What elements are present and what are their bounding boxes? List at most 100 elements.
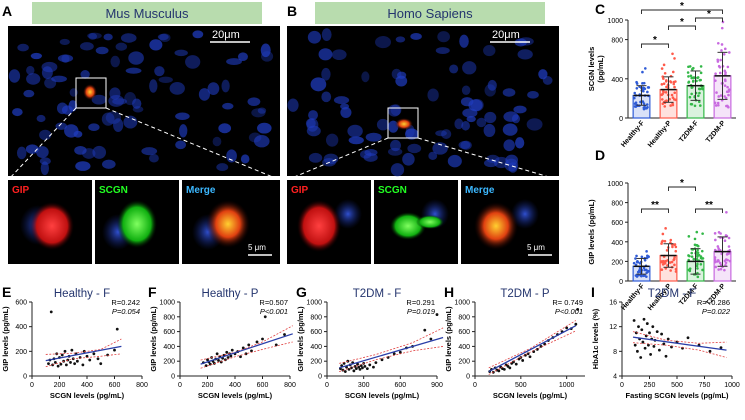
bar-dot <box>720 43 724 46</box>
inset-a-scale-label: 5 μm <box>248 243 266 252</box>
panel-letter-a: A <box>2 3 12 19</box>
bar-dot <box>714 104 718 107</box>
bar-dot <box>725 210 728 214</box>
scatter-point <box>497 369 501 373</box>
bar-dot <box>696 244 700 248</box>
y-tick-label: 800 <box>163 314 175 321</box>
scatter-point <box>502 367 506 371</box>
nucleus <box>459 34 469 48</box>
scatter-point <box>81 363 85 367</box>
bar-dot <box>671 245 674 249</box>
stat-p: P=0.019 <box>407 307 436 316</box>
scatter-point <box>576 308 580 311</box>
scatter-point <box>113 348 116 352</box>
x-tick-label: 900 <box>431 382 443 389</box>
nucleus <box>348 136 364 145</box>
nucleus <box>88 123 100 132</box>
scatter-point <box>392 352 396 356</box>
scatter-point <box>649 353 652 356</box>
banner-a <box>32 2 262 24</box>
ci-upper <box>200 325 293 361</box>
y-axis-label: GIP levels (pg/mL) <box>149 306 158 372</box>
x-tick-label: 600 <box>257 382 269 389</box>
nucleus <box>192 30 204 39</box>
bar-dot <box>669 104 672 107</box>
scatter-point <box>206 358 209 362</box>
bar-dot <box>661 259 665 263</box>
nucleus <box>454 118 464 130</box>
nucleus <box>461 121 470 131</box>
x-tick-label: T2DM-F <box>678 119 700 144</box>
bar-dot <box>663 71 667 75</box>
bar-dot <box>645 250 648 253</box>
scatter-point <box>53 361 57 364</box>
scatter-point <box>363 364 367 368</box>
nucleus <box>470 98 484 112</box>
nucleus <box>435 47 450 55</box>
nucleus <box>40 161 49 176</box>
scatter-point <box>350 366 353 370</box>
bar-dot <box>644 67 647 70</box>
cell-signal-b <box>395 118 413 130</box>
x-axis-label: SCGN levels (pg/mL) <box>345 391 420 400</box>
bar-dot <box>713 256 717 259</box>
nucleus <box>437 31 450 43</box>
scatter-point <box>655 330 659 333</box>
nucleus <box>511 114 521 124</box>
bar-dot <box>723 69 727 73</box>
bar-dot <box>674 245 678 249</box>
scatter-point <box>435 313 439 316</box>
y-tick-label: 0 <box>23 374 27 381</box>
scatter-point <box>56 364 60 368</box>
inset-a-merge: Merge 5 μm <box>182 180 280 264</box>
bar-dot <box>661 232 665 236</box>
scatter-point <box>429 337 433 341</box>
y-tick-label: 1000 <box>454 300 470 307</box>
bar-dot <box>696 275 700 279</box>
bar-dot <box>659 260 663 264</box>
bar-dot <box>663 239 667 243</box>
sig-bracket <box>695 17 723 22</box>
bar-dot <box>645 275 648 278</box>
bar-dot <box>696 262 699 266</box>
scatter-point <box>380 358 384 362</box>
bar-dot <box>664 91 668 94</box>
y-tick-label: 200 <box>458 359 470 366</box>
bar-dot <box>669 80 673 84</box>
nucleus <box>502 88 516 97</box>
nucleus <box>12 108 23 117</box>
bar-dot <box>724 261 728 265</box>
nucleus <box>30 52 42 60</box>
nucleus <box>174 49 188 57</box>
fit-line <box>200 333 293 365</box>
scatter-point <box>647 343 650 347</box>
nucleus <box>447 154 462 168</box>
nucleus <box>149 79 158 93</box>
bar-dot <box>673 243 676 247</box>
nucleus <box>226 58 242 66</box>
x-tick-label: T2DM-P <box>705 120 727 145</box>
scatter-point <box>386 356 390 359</box>
bar-dot <box>723 259 727 263</box>
scatter-point <box>662 342 666 346</box>
nucleus <box>390 163 405 177</box>
bar-dot <box>632 261 636 265</box>
bar-dot <box>669 238 673 242</box>
bar-dot <box>714 72 717 75</box>
chart-title: Healthy - F <box>54 288 110 300</box>
bar-dot <box>633 91 637 95</box>
nucleus <box>157 33 169 41</box>
nucleus <box>427 88 439 102</box>
bar-dot <box>646 86 650 89</box>
bar-dot <box>699 71 703 75</box>
bar-dot <box>716 259 720 262</box>
scatter-point <box>69 361 72 364</box>
scatter-point <box>633 343 637 347</box>
bar-dot <box>720 26 724 30</box>
bar-dot <box>695 230 699 234</box>
inset-a-scgn-label: SCGN <box>99 185 128 196</box>
bar-dot <box>636 270 640 274</box>
scatter-point <box>666 337 670 341</box>
bar-dot <box>672 82 676 86</box>
